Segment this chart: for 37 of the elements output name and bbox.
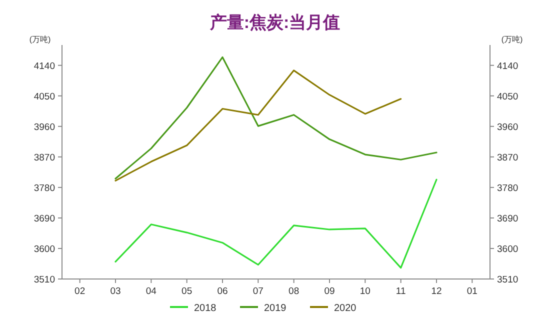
x-tick-label: 05 — [182, 286, 192, 297]
y-tick-label: 3780 — [34, 182, 55, 194]
y-tick-label: 4140 — [34, 60, 55, 72]
y-tick-label: 3960 — [34, 122, 55, 133]
y2-axis-title: (万吨) — [501, 35, 523, 44]
line-series — [114, 70, 402, 182]
line-series — [114, 178, 438, 269]
x-tick-label: 11 — [396, 286, 406, 297]
y-tick-label: 3870 — [34, 152, 55, 164]
x-tick-label: 02 — [74, 286, 86, 297]
y-tick-label: 4050 — [34, 91, 55, 102]
x-tick-label: 07 — [252, 286, 264, 297]
x-tick-label: 09 — [324, 286, 335, 297]
x-tick-label: 06 — [217, 286, 228, 297]
chart-title: 产量:焦炭:当月值 — [208, 13, 340, 32]
y2-tick-label: 4050 — [497, 91, 518, 102]
legend-label: 2020 — [334, 303, 357, 314]
legend-label: 2018 — [194, 303, 217, 314]
x-tick-label: 10 — [360, 286, 370, 297]
x-tick-label: 01 — [466, 286, 478, 297]
y2-tick-label: 3870 — [497, 152, 518, 164]
y2-tick-label: 3510 — [497, 274, 518, 286]
y2-tick-label: 3960 — [497, 122, 518, 133]
y2-tick-label: 3690 — [497, 213, 518, 224]
y2-tick-label: 4140 — [497, 60, 518, 72]
x-tick-label: 03 — [110, 286, 121, 297]
y2-tick-label: 3600 — [497, 244, 518, 255]
y-tick-label: 3690 — [34, 213, 55, 224]
y-tick-label: 3510 — [34, 274, 55, 286]
line-series — [114, 56, 438, 180]
y2-tick-label: 3780 — [497, 182, 518, 194]
y-axis-title: (万吨) — [29, 35, 51, 44]
x-tick-label: 08 — [288, 286, 300, 297]
y-tick-label: 3600 — [34, 244, 55, 255]
x-tick-label: 12 — [431, 286, 442, 297]
legend-label: 2019 — [264, 303, 287, 314]
x-tick-label: 04 — [146, 286, 156, 297]
